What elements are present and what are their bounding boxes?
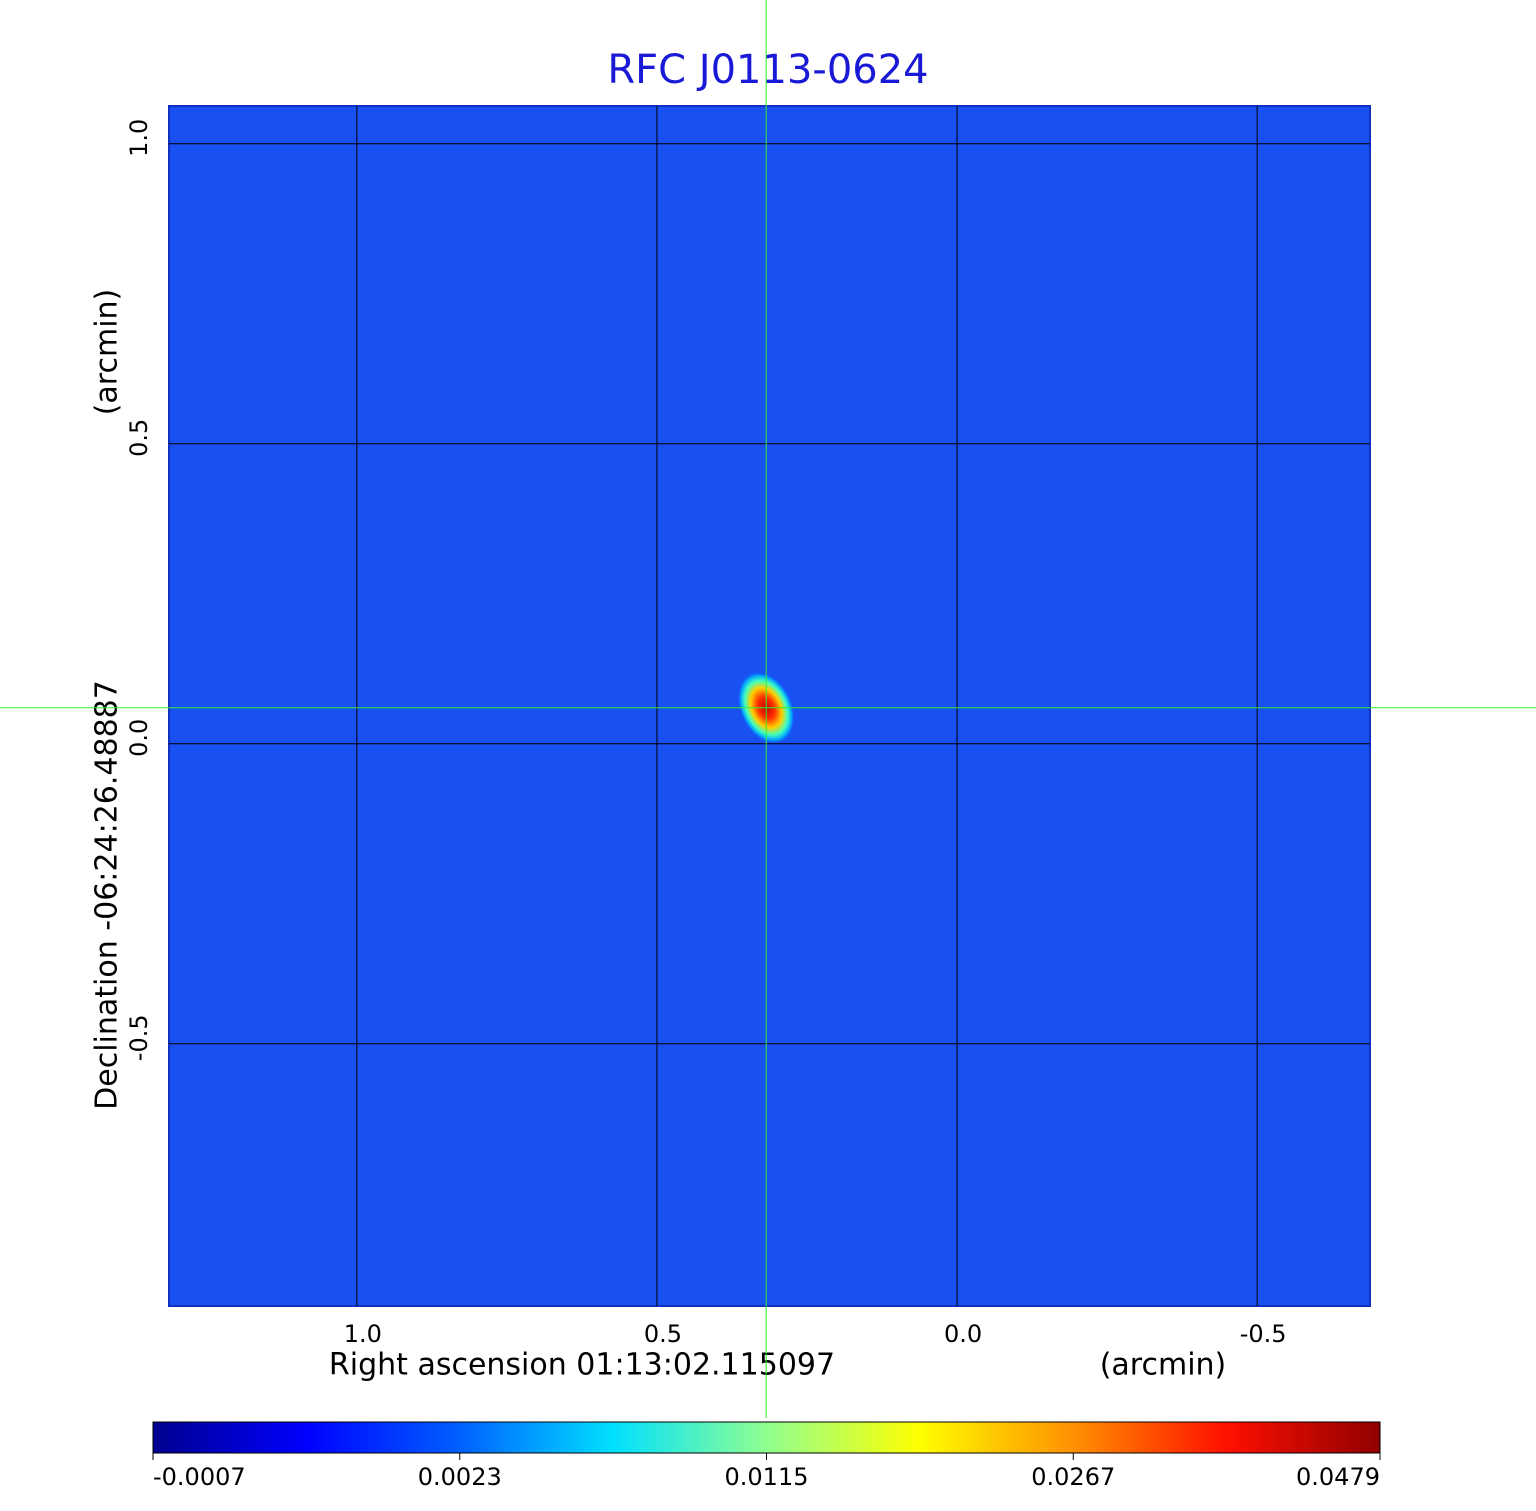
x-tick-label: 0.0	[944, 1320, 982, 1348]
chart-title: RFC J0113-0624	[607, 47, 928, 93]
y-tick-label: 0.5	[125, 419, 153, 457]
colorbar-tick-label: 0.0479	[1296, 1463, 1380, 1491]
x-tick-label: 0.5	[644, 1320, 682, 1348]
colorbar-tick-label: 0.0115	[725, 1463, 809, 1491]
y-axis-label: Declination -06:24:26.48887	[90, 680, 125, 1110]
x-tick-label: 1.0	[344, 1320, 382, 1348]
y-tick-label: 1.0	[125, 119, 153, 157]
x-axis-label: Right ascension 01:13:02.115097	[329, 1348, 835, 1383]
colorbar-tick-label: -0.0007	[153, 1463, 246, 1491]
y-axis-unit: (arcmin)	[90, 289, 125, 416]
x-tick-label: -0.5	[1240, 1320, 1287, 1348]
y-tick-label: 0.0	[125, 719, 153, 757]
y-tick-label: -0.5	[125, 1014, 153, 1061]
x-axis-unit: (arcmin)	[1100, 1348, 1227, 1383]
colorbar-tick-label: 0.0023	[418, 1463, 502, 1491]
colorbar	[152, 1421, 1381, 1454]
colorbar-tick-label: 0.0267	[1031, 1463, 1115, 1491]
plot-frame	[168, 105, 1371, 1307]
